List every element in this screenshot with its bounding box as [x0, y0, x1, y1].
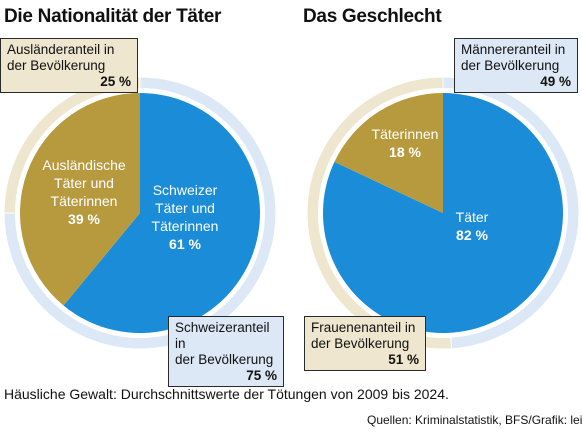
annotation-percent: 51 % — [388, 352, 419, 367]
slice-label-line: Täterinnen — [152, 218, 219, 234]
slice-label-line: Ausländische — [42, 157, 125, 173]
annotation-line: der Bevölkerung — [7, 58, 106, 73]
slice-label: Täterinnen 18 % — [372, 126, 439, 160]
source-credit: Quellen: Kriminalstatistik, BFS/Grafik: … — [367, 413, 582, 427]
slice-percent: 82 % — [456, 227, 488, 243]
footnote: Häusliche Gewalt: Durchschnittswerte der… — [4, 386, 449, 402]
annotation-line: der Bevölkerung — [311, 336, 410, 351]
slice-label-line: Täter und — [54, 175, 114, 191]
slice-label: Ausländische Täter und Täterinnen 39 % — [42, 157, 125, 227]
slice-label-line: Täter — [456, 209, 489, 225]
slice-label: Schweizer Täter und Täterinnen 61 % — [152, 182, 219, 252]
annotation-male-share: Männereranteil in der Bevölkerung 49 % — [454, 38, 578, 93]
chart-title-nationality: Die Nationalität der Täter — [4, 6, 222, 27]
slice-percent: 18 % — [389, 144, 421, 160]
pie-slice — [334, 93, 443, 213]
chart-title-gender: Das Geschlecht — [303, 6, 442, 27]
slice-label-line: Täter und — [155, 200, 215, 216]
annotation-line: Ausländeranteil in — [7, 42, 115, 57]
annotation-line: Schweizeranteil in — [175, 320, 270, 351]
slice-label-line: Täterinnen — [372, 126, 439, 142]
slice-percent: 39 % — [68, 211, 100, 227]
annotation-line: Männereranteil in — [461, 42, 566, 57]
slice-label-line: Schweizer — [153, 182, 218, 198]
annotation-swiss-share: Schweizeranteil in der Bevölkerung 75 % — [168, 316, 284, 387]
slice-label-line: Täterinnen — [51, 193, 118, 209]
annotation-percent: 49 % — [540, 74, 571, 89]
pie-slice — [20, 93, 141, 306]
annotation-line: der Bevölkerung — [461, 58, 560, 73]
slice-percent: 61 % — [169, 236, 201, 252]
annotation-foreign-share: Ausländeranteil in der Bevölkerung 25 % — [0, 38, 138, 93]
pie-slice — [63, 93, 261, 333]
slice-label: Täter 82 % — [456, 209, 489, 243]
annotation-percent: 25 % — [100, 74, 131, 89]
annotation-line: der Bevölkerung — [175, 352, 274, 367]
annotation-line: Frauenenanteil in — [311, 320, 416, 335]
annotation-female-share: Frauenenanteil in der Bevölkerung 51 % — [304, 316, 426, 371]
annotation-percent: 75 % — [246, 368, 277, 383]
